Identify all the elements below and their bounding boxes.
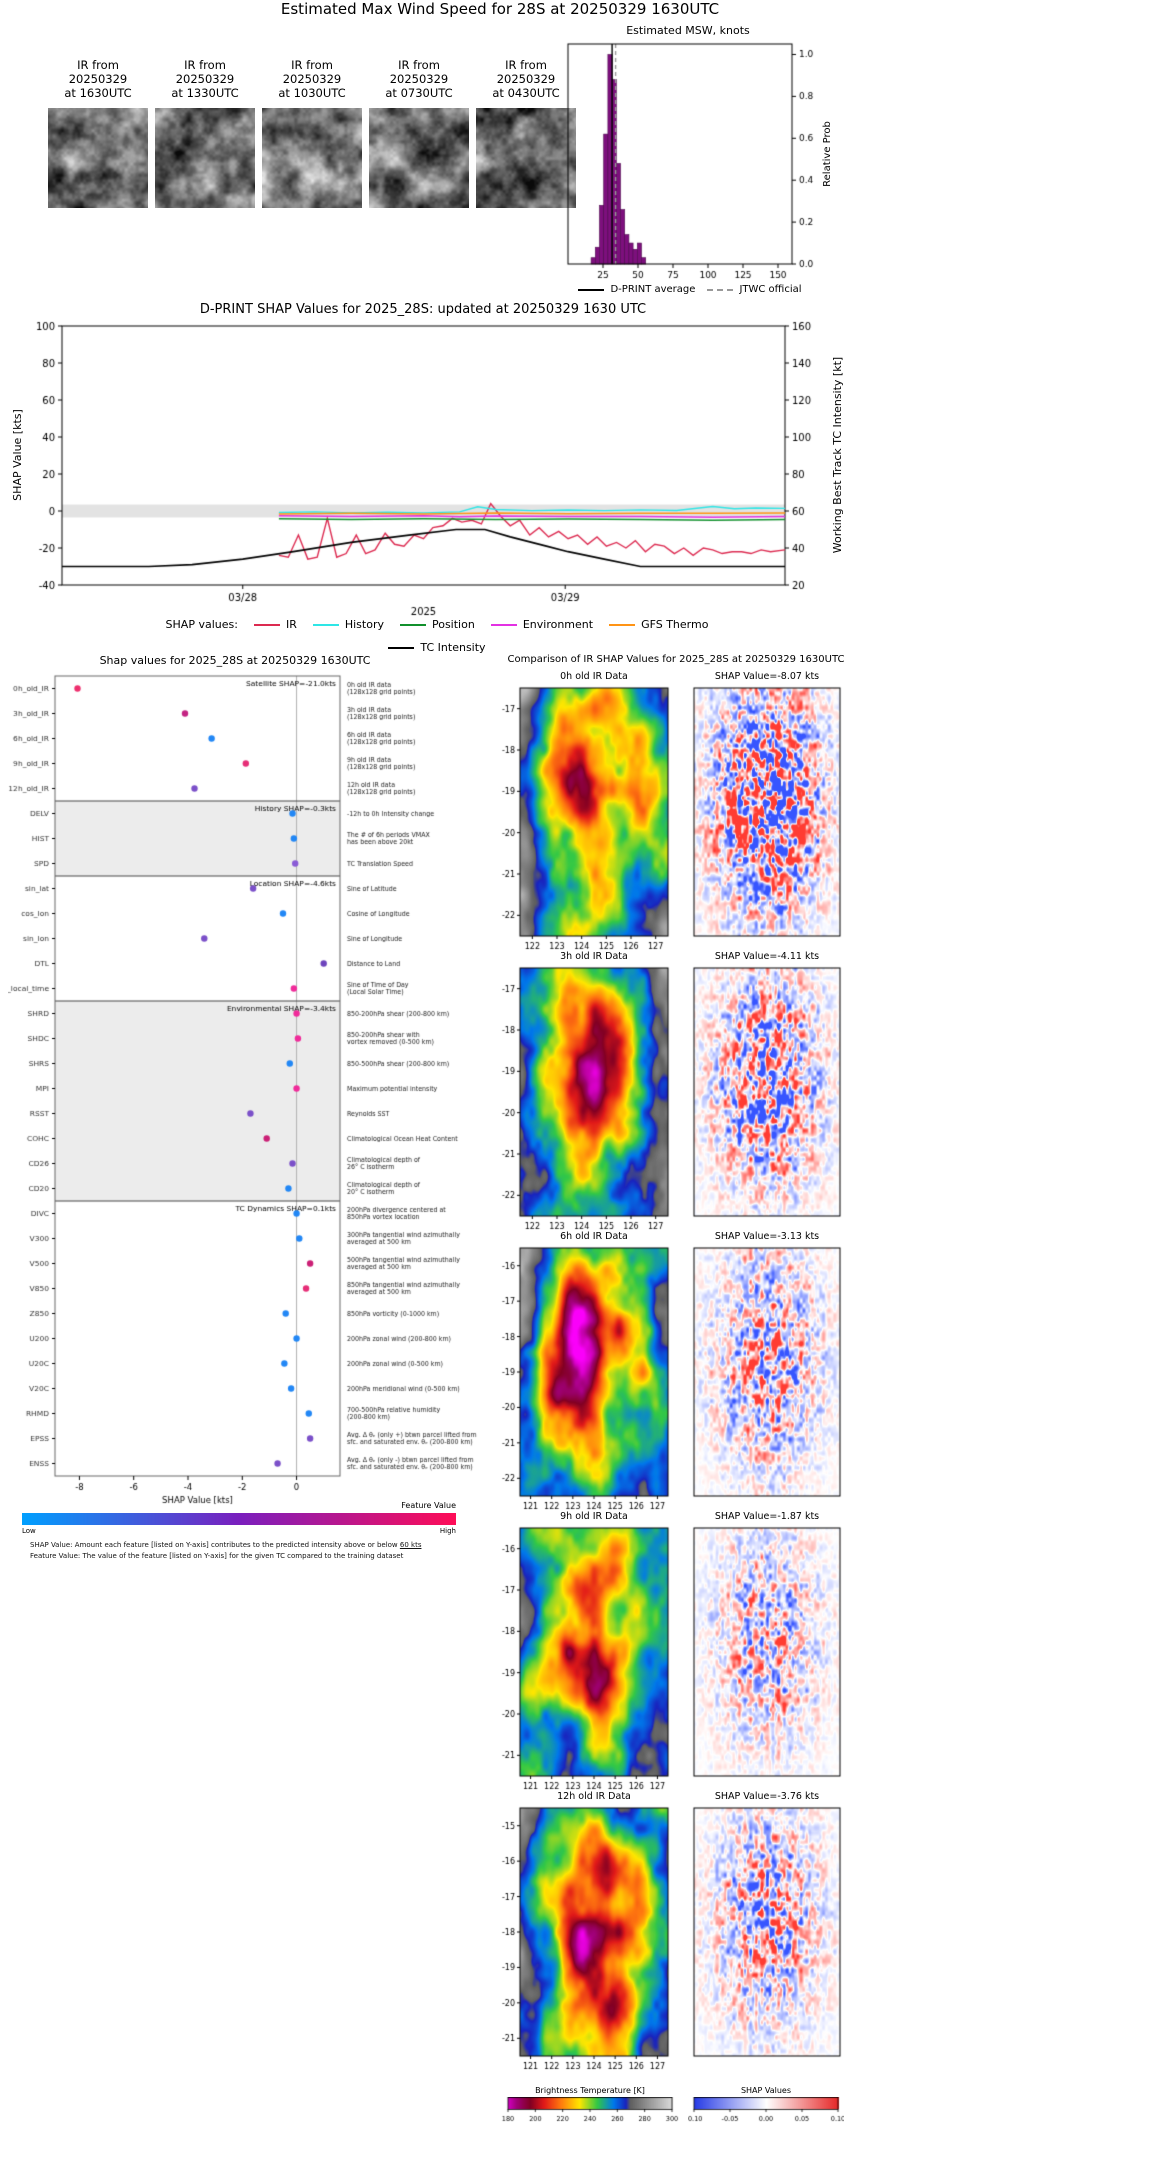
- ir-thumbnail-image-2: [262, 108, 362, 208]
- legend-item-position: Position: [399, 618, 475, 631]
- histogram-title: Estimated MSW, knots: [626, 24, 750, 37]
- comparison-row2-shap-title: SHAP Value=-3.13 kts: [714, 1231, 820, 1242]
- ir-thumbnail-label-4: IR from 20250329 at 0430UTC: [492, 58, 560, 100]
- legend-item-gfs-thermo: GFS Thermo: [609, 618, 708, 631]
- ir-label: IR: [285, 618, 297, 631]
- comparison-row3-ir-title: 9h old IR Data: [560, 1511, 628, 1522]
- footnote-feature-value: Feature Value: The value of the feature …: [30, 1552, 403, 1560]
- legend-item-jtwc-official: JTWC official: [707, 284, 802, 295]
- ir-thumbnail-label-2: IR from 20250329 at 1030UTC: [278, 58, 346, 100]
- legend-item-history: History: [312, 618, 384, 631]
- gfs-thermo-label: GFS Thermo: [641, 618, 709, 631]
- timeseries-ylabel-left: SHAP Value [kts]: [11, 409, 24, 501]
- environment-line-sample: [490, 623, 517, 626]
- legend-item-tc-intensity: TC Intensity: [388, 641, 486, 654]
- shap-values-colorbar: [688, 2097, 844, 2135]
- shap-timeseries-canvas: [34, 318, 840, 616]
- shap-map-3h: [692, 964, 842, 1236]
- footnote-shap-value: SHAP Value: Amount each feature [listed …: [30, 1541, 421, 1549]
- page-title: Estimated Max Wind Speed for 28S at 2025…: [280, 0, 720, 18]
- feature-colorbar-title: Feature Value: [401, 1501, 456, 1510]
- feature-colorbar-low-label: Low: [22, 1527, 36, 1535]
- shap-legend-title: SHAP values:: [166, 618, 238, 631]
- position-label: Position: [431, 618, 475, 631]
- ir-map-3h: [490, 964, 670, 1236]
- tc-intensity-label: TC Intensity: [420, 641, 486, 654]
- shap-legend-row1: SHAP values: IR History Position Environ…: [34, 618, 840, 631]
- ir-map-9h: [490, 1524, 670, 1796]
- ir-thumbnail-label-1: IR from 20250329 at 1330UTC: [171, 58, 239, 100]
- feature-value-colorbar: [22, 1513, 456, 1525]
- histogram-legend: D-PRINT average JTWC official: [540, 284, 840, 295]
- ir-map-0h: [490, 684, 670, 956]
- timeseries-title: D-PRINT SHAP Values for 2025_28S: update…: [199, 302, 647, 317]
- position-line-sample: [399, 623, 426, 626]
- jtwc-official-label: JTWC official: [739, 284, 802, 295]
- shap-legend-row2: TC Intensity: [34, 641, 840, 654]
- shap-map-12h: [692, 1804, 842, 2076]
- shap-map-9h: [692, 1524, 842, 1796]
- footnote-shap-value-underline: 60 kts: [399, 1541, 422, 1549]
- ir-thumbnail-image-1: [155, 108, 255, 208]
- tc-intensity-line-sample: [388, 646, 415, 649]
- comparison-row0-ir-title: 0h old IR Data: [560, 671, 628, 682]
- dprint-average-label: D-PRINT average: [610, 284, 696, 295]
- ir-line-sample: [253, 623, 280, 626]
- comparison-row4-ir-title: 12h old IR Data: [557, 1791, 631, 1802]
- legend-item-ir: IR: [253, 618, 297, 631]
- feature-shap-canvas: [8, 668, 488, 1508]
- shap-map-0h: [692, 684, 842, 956]
- brightness-temperature-colorbar: [500, 2097, 680, 2135]
- msw-histogram-canvas: [556, 36, 820, 288]
- legend-item-environment: Environment: [490, 618, 594, 631]
- bt-colorbar-label: Brightness Temperature [K]: [535, 2086, 645, 2095]
- comparison-title: Comparison of IR SHAP Values for 2025_28…: [507, 654, 845, 665]
- footnote-shap-value-text: SHAP Value: Amount each feature [listed …: [30, 1541, 400, 1549]
- ir-thumbnail-label-0: IR from 20250329 at 1630UTC: [64, 58, 132, 100]
- feature-plot-title: Shap values for 2025_28S at 20250329 163…: [99, 654, 371, 667]
- comparison-row0-shap-title: SHAP Value=-8.07 kts: [714, 671, 820, 682]
- ir-map-12h: [490, 1804, 670, 2076]
- comparison-row2-ir-title: 6h old IR Data: [560, 1231, 628, 1242]
- history-label: History: [344, 618, 384, 631]
- ir-thumbnail-label-3: IR from 20250329 at 0730UTC: [385, 58, 453, 100]
- footnote-feature-value-text: Feature Value: The value of the feature …: [30, 1552, 404, 1560]
- shap-legend-title-text: SHAP values:: [165, 618, 238, 631]
- jtwc-official-line-sample: [707, 288, 734, 291]
- timeseries-ylabel-right: Working Best Track TC Intensity [kt]: [831, 356, 844, 554]
- environment-label: Environment: [522, 618, 594, 631]
- legend-item-dprint-average: D-PRINT average: [578, 284, 695, 295]
- histogram-ylabel: Relative Prob: [822, 121, 833, 187]
- comparison-row3-shap-title: SHAP Value=-1.87 kts: [714, 1511, 820, 1522]
- ir-map-6h: [490, 1244, 670, 1516]
- ir-thumbnail-image-0: [48, 108, 148, 208]
- shap-map-6h: [692, 1244, 842, 1516]
- history-line-sample: [312, 623, 339, 626]
- dprint-average-line-sample: [578, 288, 605, 291]
- shap-colorbar-label: SHAP Values: [740, 2086, 792, 2095]
- comparison-row1-ir-title: 3h old IR Data: [560, 951, 628, 962]
- gfs-thermo-line-sample: [609, 623, 636, 626]
- comparison-row4-shap-title: SHAP Value=-3.76 kts: [714, 1791, 820, 1802]
- ir-thumbnail-image-3: [369, 108, 469, 208]
- feature-colorbar-high-label: High: [439, 1527, 456, 1535]
- comparison-row1-shap-title: SHAP Value=-4.11 kts: [714, 951, 820, 962]
